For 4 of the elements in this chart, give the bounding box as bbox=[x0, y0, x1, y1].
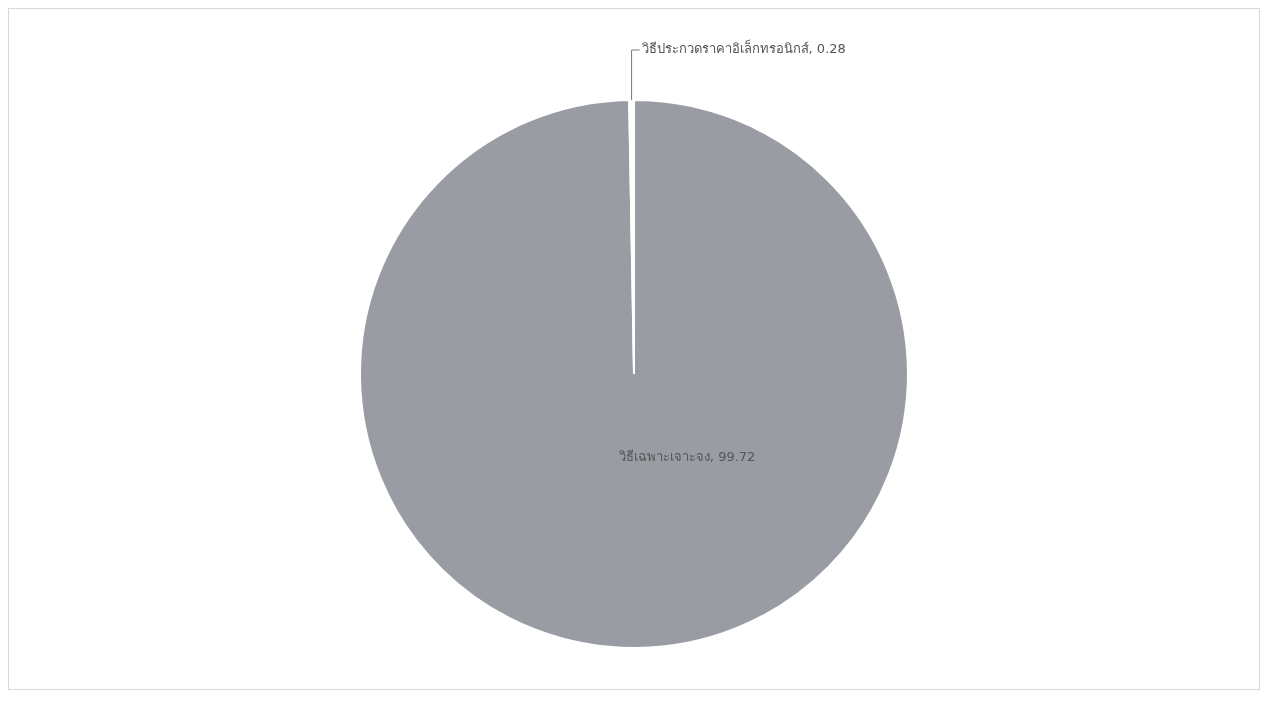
data-label: , 99.72 bbox=[709, 449, 756, 465]
slice-label: วิธีประกวดราคาอิเล็กทรอนิกส์ bbox=[640, 39, 809, 57]
slice-label: วิธีเฉพาะเจาะจง bbox=[617, 449, 710, 465]
data-label: , 0.28 bbox=[808, 41, 846, 57]
